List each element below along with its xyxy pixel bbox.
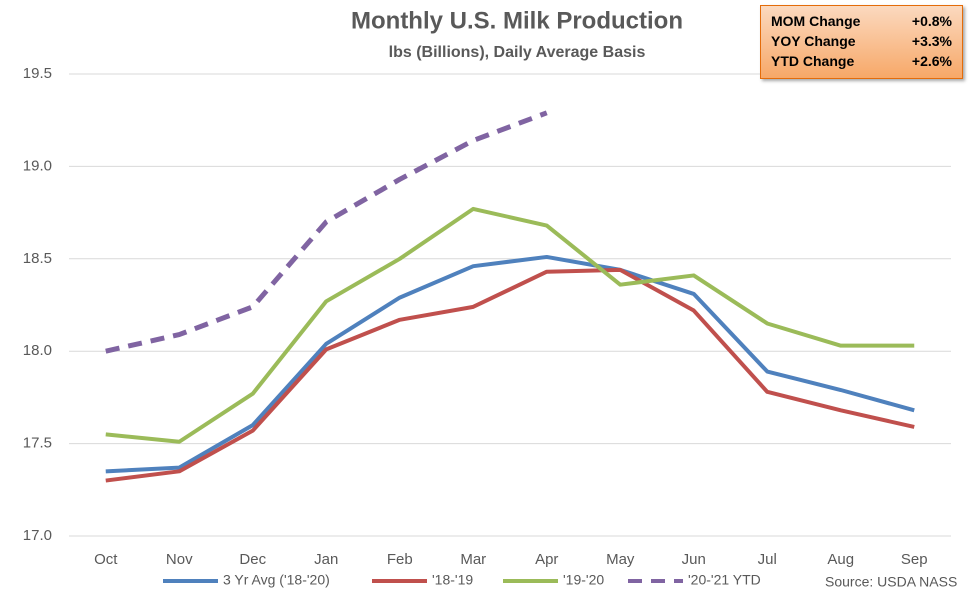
source: Source: USDA NASS xyxy=(825,574,957,590)
legend-label: '20-'21 YTD xyxy=(688,572,761,588)
y-tick-label: 18.0 xyxy=(23,342,52,359)
x-tick-label: Dec xyxy=(239,551,266,568)
series-line xyxy=(105,267,915,483)
x-tick-label: Jan xyxy=(314,551,338,568)
cell: YTD Change xyxy=(771,53,855,69)
y-tick-label: 19.5 xyxy=(23,65,52,82)
x-tick-label: Nov xyxy=(166,551,193,568)
x-tick-label: Aug xyxy=(827,551,854,568)
legend-label: '19-'20 xyxy=(563,572,604,588)
x-tick-label: May xyxy=(606,551,635,568)
cell: MOM Change xyxy=(771,13,861,29)
x-tick-label: Jun xyxy=(682,551,706,568)
x-tick-label: Jul xyxy=(758,551,777,568)
y-tick-label: 18.5 xyxy=(23,250,52,267)
x-tick-label: Apr xyxy=(535,551,558,568)
chart-title: Monthly U.S. Milk Production xyxy=(351,7,683,34)
x-tick-label: Feb xyxy=(387,551,413,568)
cell: YOY Change xyxy=(771,33,856,49)
y-tick-label: 19.0 xyxy=(23,157,52,174)
x-tick-label: Mar xyxy=(460,551,486,568)
series-line xyxy=(105,254,915,474)
x-tick-label: Oct xyxy=(94,551,118,568)
summary-box: MOM Change +0.8% YOY Change +3.3% YTD Chan… xyxy=(760,5,963,79)
cell: +3.3% xyxy=(911,33,952,49)
chart-subtitle: lbs (Billions), Daily Average Basis xyxy=(389,44,646,61)
summary-table: MOM Change +0.8% YOY Change +3.3% YTD Chan… xyxy=(771,11,952,71)
cell: +0.8% xyxy=(911,13,952,29)
legend-label: 3 Yr Avg ('18-'20) xyxy=(223,572,330,588)
legend-label: '18-'19 xyxy=(432,572,473,588)
y-tick-label: 17.5 xyxy=(23,435,52,452)
x-tick-label: Sep xyxy=(901,551,928,568)
cell: +2.6% xyxy=(911,53,952,69)
series-line xyxy=(105,110,548,354)
y-tick-label: 17.0 xyxy=(23,527,52,544)
series-line xyxy=(105,206,915,444)
